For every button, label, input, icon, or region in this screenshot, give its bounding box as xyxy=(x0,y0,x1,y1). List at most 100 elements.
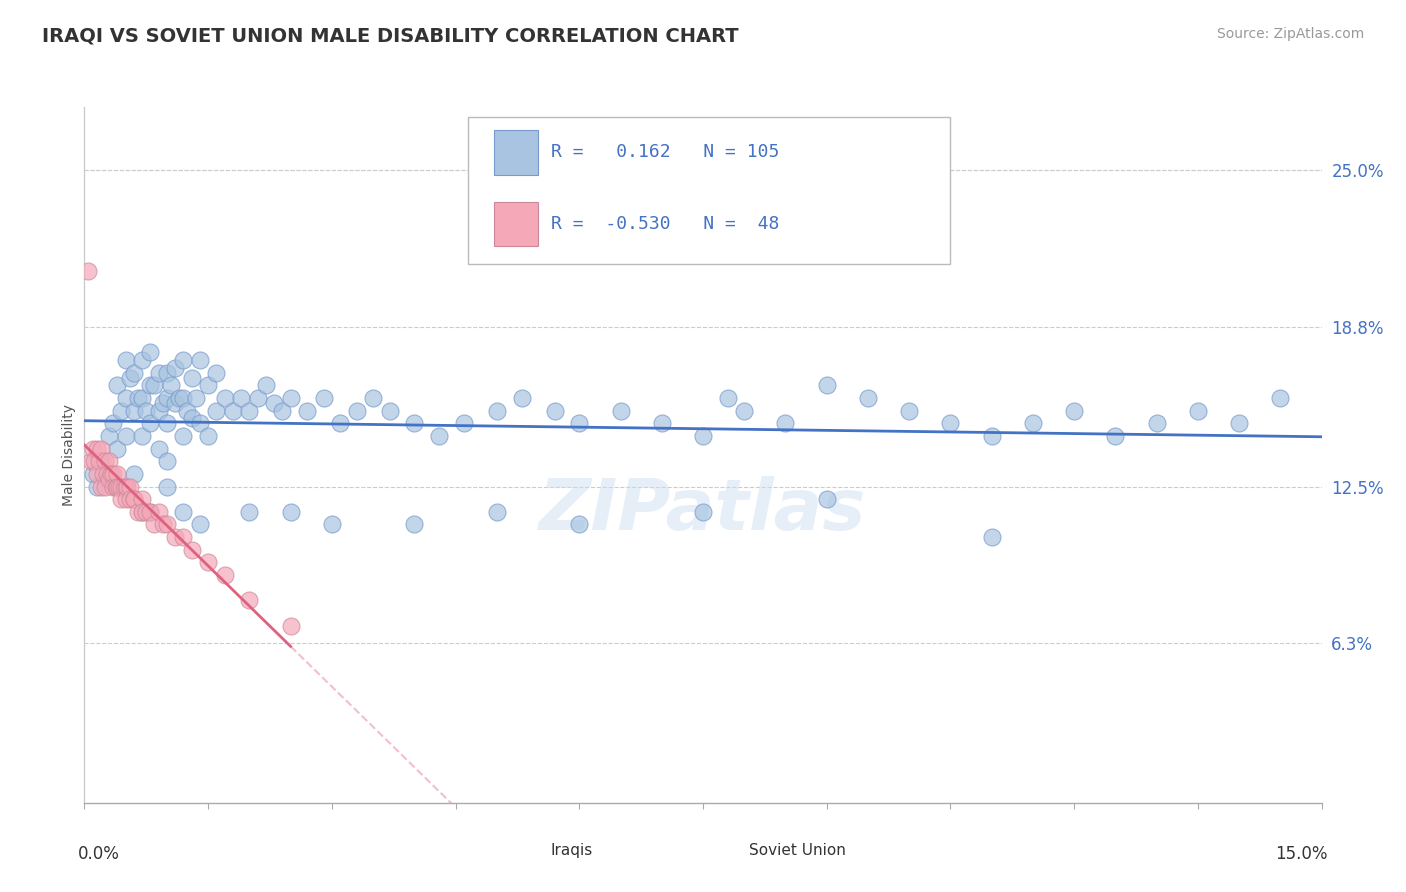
Point xyxy=(980,429,1002,443)
Point xyxy=(156,517,179,532)
Point xyxy=(1022,417,1045,431)
Point xyxy=(238,403,260,417)
Point xyxy=(188,517,211,532)
Point xyxy=(651,417,673,431)
Point xyxy=(295,403,318,417)
Point xyxy=(172,429,194,443)
Point xyxy=(205,403,228,417)
Point xyxy=(246,391,269,405)
Point xyxy=(105,467,128,481)
Point xyxy=(90,442,112,456)
Point xyxy=(692,429,714,443)
Point xyxy=(105,479,128,493)
Point xyxy=(692,505,714,519)
Point xyxy=(131,505,153,519)
Point xyxy=(280,505,302,519)
Point xyxy=(321,517,343,532)
Point xyxy=(103,417,125,431)
Point xyxy=(156,417,179,431)
FancyBboxPatch shape xyxy=(509,833,548,869)
Point xyxy=(733,403,755,417)
Point xyxy=(100,467,122,481)
Point xyxy=(1104,429,1126,443)
Point xyxy=(139,378,162,392)
Point xyxy=(114,492,136,507)
Point xyxy=(568,517,591,532)
Point xyxy=(86,467,108,481)
Text: Iraqis: Iraqis xyxy=(551,843,593,858)
Point xyxy=(127,391,149,405)
Point xyxy=(229,391,252,405)
Point xyxy=(172,505,194,519)
Point xyxy=(609,403,631,417)
Point xyxy=(197,378,219,392)
Point xyxy=(156,391,179,405)
Point xyxy=(105,442,128,456)
Text: ZIPatlas: ZIPatlas xyxy=(540,476,866,545)
Point xyxy=(131,353,153,368)
Point xyxy=(94,479,117,493)
FancyBboxPatch shape xyxy=(494,202,538,246)
Point xyxy=(94,472,117,486)
Point xyxy=(1187,403,1209,417)
Point xyxy=(188,353,211,368)
Point xyxy=(280,618,302,632)
Point xyxy=(184,391,207,405)
Point xyxy=(98,454,121,468)
Point xyxy=(131,492,153,507)
Point xyxy=(263,396,285,410)
Text: Source: ZipAtlas.com: Source: ZipAtlas.com xyxy=(1216,27,1364,41)
Point xyxy=(108,479,131,493)
Text: IRAQI VS SOVIET UNION MALE DISABILITY CORRELATION CHART: IRAQI VS SOVIET UNION MALE DISABILITY CO… xyxy=(42,27,738,45)
Point xyxy=(980,530,1002,544)
Point xyxy=(143,378,166,392)
Point xyxy=(254,378,277,392)
Point xyxy=(815,378,838,392)
Point xyxy=(114,479,136,493)
Point xyxy=(148,403,170,417)
Point xyxy=(112,479,135,493)
Point xyxy=(214,568,236,582)
Point xyxy=(118,370,141,384)
Point xyxy=(86,479,108,493)
Point xyxy=(86,442,108,456)
FancyBboxPatch shape xyxy=(468,118,950,263)
Point xyxy=(82,467,104,481)
Point xyxy=(775,417,797,431)
Text: Soviet Union: Soviet Union xyxy=(749,843,845,858)
Point xyxy=(717,391,740,405)
Point xyxy=(180,542,202,557)
Point xyxy=(172,353,194,368)
FancyBboxPatch shape xyxy=(494,130,538,175)
Point xyxy=(361,391,384,405)
Point xyxy=(122,492,145,507)
Point xyxy=(83,454,105,468)
Point xyxy=(110,403,132,417)
Point xyxy=(131,429,153,443)
Point xyxy=(135,403,157,417)
Point xyxy=(815,492,838,507)
Point xyxy=(103,479,125,493)
Point xyxy=(156,454,179,468)
Point xyxy=(122,492,145,507)
Point xyxy=(1227,417,1250,431)
Point xyxy=(156,366,179,380)
Point xyxy=(176,403,198,417)
Point xyxy=(139,345,162,359)
Point xyxy=(568,417,591,431)
Point xyxy=(180,370,202,384)
Point xyxy=(165,530,187,544)
Point xyxy=(90,454,112,468)
Point xyxy=(271,403,294,417)
Point xyxy=(148,505,170,519)
Point xyxy=(939,417,962,431)
Point xyxy=(427,429,450,443)
Point xyxy=(118,479,141,493)
Point xyxy=(188,417,211,431)
Point xyxy=(80,454,103,468)
Point xyxy=(1270,391,1292,405)
Point xyxy=(110,492,132,507)
Point xyxy=(114,429,136,443)
Point xyxy=(329,417,352,431)
Point xyxy=(197,429,219,443)
